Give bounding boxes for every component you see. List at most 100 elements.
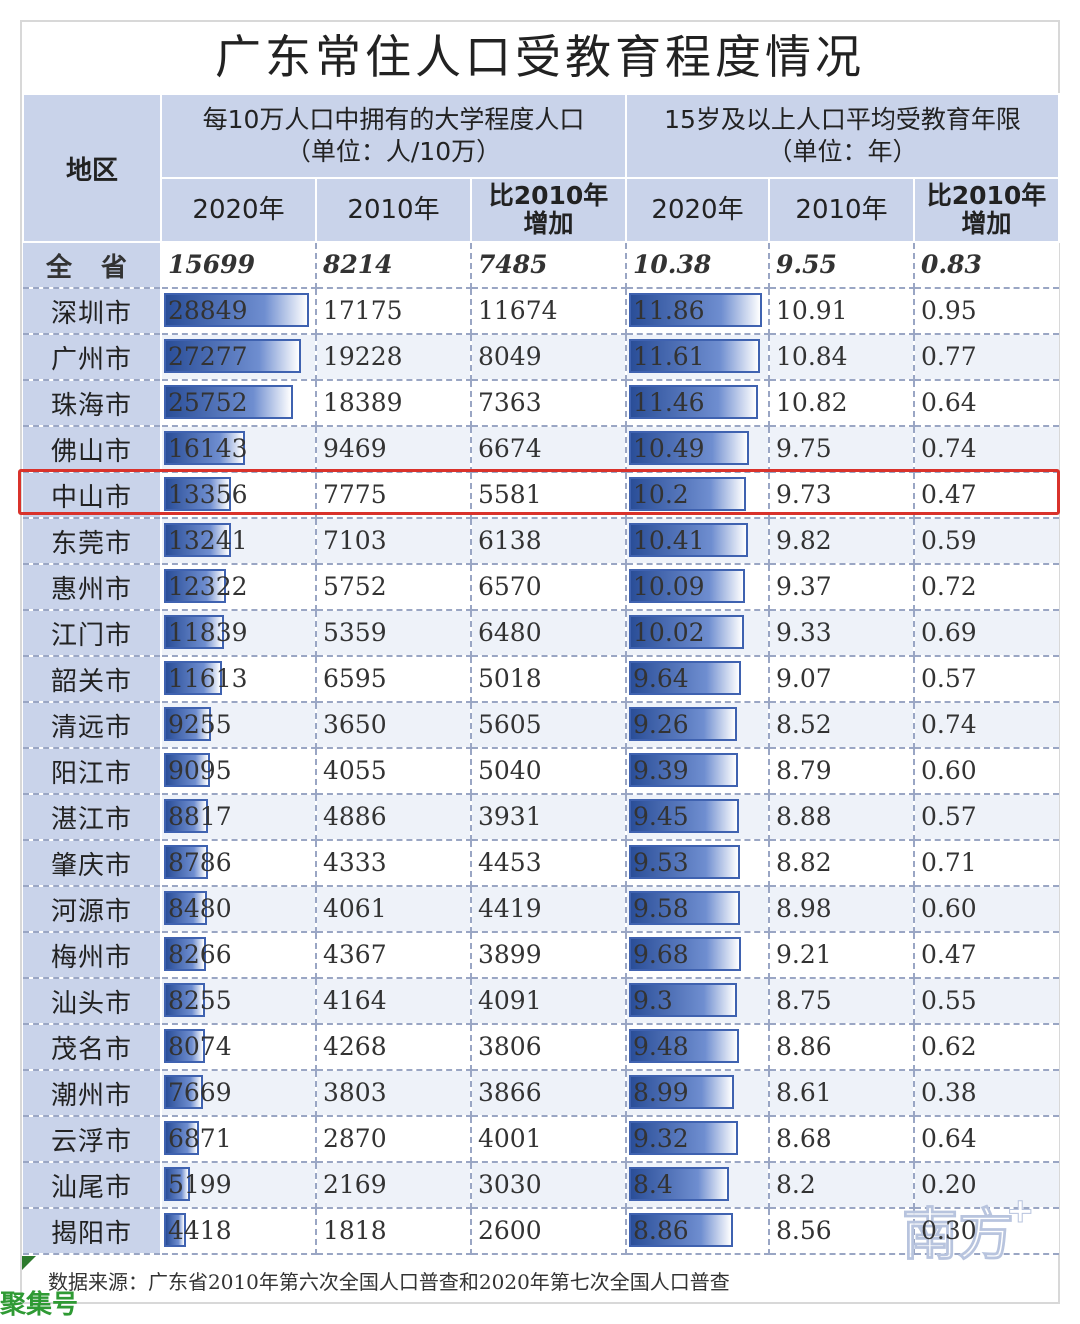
data-label: 0.77 — [921, 342, 977, 371]
uni-2010-header: 2010年 — [315, 177, 472, 243]
data-label: 8.4 — [633, 1170, 673, 1199]
data-label: 9.33 — [776, 618, 832, 647]
data-label: 27277 — [168, 342, 248, 371]
uni-2020-header: 2020年 — [160, 177, 317, 243]
data-label: 11.61 — [633, 342, 705, 371]
region-name: 云浮市 — [23, 1116, 162, 1163]
data-label: 5581 — [478, 480, 542, 509]
data-source-note: 数据来源：广东省2010年第六次全国人口普查和2020年第七次全国人口普查 — [48, 1270, 730, 1294]
table-row: 韶关市 11613 6595 5018 9.64 9.07 0.57 — [23, 656, 1060, 703]
table-row: 河源市 8480 4061 4419 9.58 8.98 0.60 — [23, 886, 1060, 933]
edu-2020-cell: 10.41 — [626, 518, 771, 565]
uni-increase-header-line2: 增加 — [523, 209, 574, 238]
data-label: 8074 — [168, 1032, 232, 1061]
data-label: 0.30 — [921, 1216, 977, 1245]
table-row: 深圳市 28849 17175 11674 11.86 10.91 0.95 — [23, 288, 1060, 335]
edu-2020-cell: 8.86 — [626, 1208, 771, 1255]
uni-2020-cell: 12322 — [161, 564, 317, 611]
table-row: 广州市 27277 19228 8049 11.61 10.84 0.77 — [23, 334, 1060, 381]
uni-increase-header-line1: 比2010年 — [488, 181, 609, 210]
data-label: 4061 — [323, 894, 387, 923]
bar — [629, 569, 746, 603]
edu-increase-cell: 0.47 — [914, 932, 1060, 979]
table-row: 肇庆市 8786 4333 4453 9.53 8.82 0.71 — [23, 840, 1060, 887]
data-label: 8.56 — [776, 1216, 832, 1245]
edu-2010-cell: 8.75 — [769, 978, 916, 1025]
data-label: 10.09 — [633, 572, 705, 601]
data-label: 9.26 — [633, 710, 689, 739]
region-name: 河源市 — [23, 886, 162, 933]
data-label: 5359 — [323, 618, 387, 647]
data-label: 10.02 — [633, 618, 705, 647]
bar — [629, 1213, 734, 1247]
table-row: 揭阳市 4418 1818 2600 8.86 8.56 0.30 — [23, 1208, 1060, 1255]
edu-2010-cell: 8.52 — [769, 702, 916, 749]
edu-2020-cell: 10.09 — [626, 564, 771, 611]
data-label: 11674 — [478, 296, 558, 325]
uni-2020-cell: 16143 — [161, 426, 317, 473]
edu-2020-cell: 10.38 — [626, 242, 771, 289]
region-name: 汕头市 — [23, 978, 162, 1025]
data-label: 9.21 — [776, 940, 832, 969]
data-label: 3030 — [478, 1170, 542, 1199]
data-label: 2600 — [478, 1216, 542, 1245]
uni-increase-cell: 3866 — [471, 1070, 628, 1117]
uni-increase-cell: 6138 — [471, 518, 628, 565]
bar — [164, 339, 301, 373]
edu-increase-cell: 0.95 — [914, 288, 1060, 335]
region-name: 梅州市 — [23, 932, 162, 979]
data-label: 11839 — [168, 618, 248, 647]
data-label: 9.53 — [633, 848, 689, 877]
uni-increase-cell: 8049 — [471, 334, 628, 381]
data-label: 8.2 — [776, 1170, 816, 1199]
data-label: 28849 — [168, 296, 248, 325]
data-label: 0.83 — [921, 250, 982, 279]
uni-increase-cell: 5581 — [471, 472, 628, 519]
edu-increase-cell: 0.74 — [914, 702, 1060, 749]
edu-2010-cell: 10.91 — [769, 288, 916, 335]
region-name: 中山市 — [23, 472, 162, 519]
data-label: 8.79 — [776, 756, 832, 785]
uni-2010-cell: 19228 — [316, 334, 472, 381]
bar — [629, 845, 741, 879]
data-label: 7669 — [168, 1078, 232, 1107]
uni-2020-cell: 8817 — [161, 794, 317, 841]
data-label: 0.71 — [921, 848, 977, 877]
edu-2020-cell: 10.49 — [626, 426, 771, 473]
edu-2010-cell: 9.07 — [769, 656, 916, 703]
uni-2020-cell: 13356 — [161, 472, 317, 519]
uni-2010-cell: 4333 — [316, 840, 472, 887]
region-name: 茂名市 — [23, 1024, 162, 1071]
bar — [164, 431, 245, 465]
uni-increase-cell: 3899 — [471, 932, 628, 979]
data-label: 15699 — [168, 250, 255, 279]
data-label: 10.82 — [776, 388, 848, 417]
uni-2020-cell: 8266 — [161, 932, 317, 979]
uni-2020-cell: 15699 — [161, 242, 317, 289]
edu-2020-cell: 8.4 — [626, 1162, 771, 1209]
uni-2020-cell: 7669 — [161, 1070, 317, 1117]
data-label: 10.91 — [776, 296, 848, 325]
data-label: 9.37 — [776, 572, 832, 601]
uni-2010-cell: 4268 — [316, 1024, 472, 1071]
edu-2010-cell: 8.79 — [769, 748, 916, 795]
uni-2010-cell: 3650 — [316, 702, 472, 749]
data-label: 0.64 — [921, 388, 977, 417]
uni-2020-cell: 8074 — [161, 1024, 317, 1071]
data-table: 地区 每10万人口中拥有的大学程度人口 （单位：人/10万） 15岁及以上人口平… — [22, 93, 1061, 1255]
data-label: 0.55 — [921, 986, 977, 1015]
region-name: 汕尾市 — [23, 1162, 162, 1209]
edu-increase-cell: 0.74 — [914, 426, 1060, 473]
education-header-line1: 15岁及以上人口平均受教育年限 — [664, 105, 1021, 134]
bar — [164, 569, 226, 603]
data-label: 3806 — [478, 1032, 542, 1061]
table-row: 汕头市 8255 4164 4091 9.3 8.75 0.55 — [23, 978, 1060, 1025]
data-label: 6480 — [478, 618, 542, 647]
data-label: 8.61 — [776, 1078, 832, 1107]
edu-2010-cell: 8.61 — [769, 1070, 916, 1117]
data-label: 5018 — [478, 664, 542, 693]
data-label: 9.48 — [633, 1032, 689, 1061]
data-label: 6871 — [168, 1124, 232, 1153]
bar — [629, 753, 739, 787]
data-label: 3803 — [323, 1078, 387, 1107]
